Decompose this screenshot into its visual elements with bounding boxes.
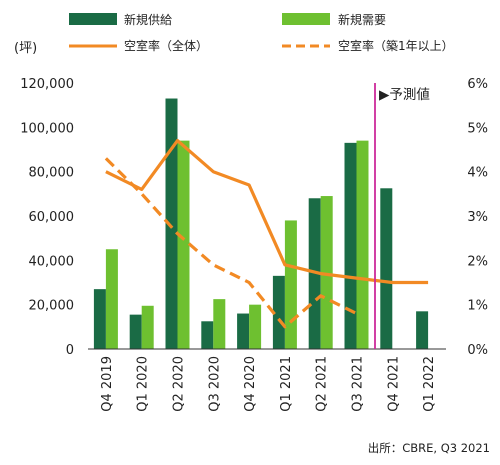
legend-label-demand: 新規需要	[338, 12, 386, 27]
forecast-label: ▶予測値	[379, 87, 430, 103]
right-tick-label: 0%	[467, 343, 488, 358]
right-tick-label: 1%	[467, 299, 488, 314]
left-axis-ticks: 0 20,000 40,000 60,000 80,000 100,000 120,000	[20, 77, 74, 358]
x-tick-label: Q4 2020	[243, 356, 258, 412]
vacancy-1yr-line	[104, 157, 358, 329]
x-tick-label: Q1 2020	[136, 356, 151, 412]
bar-supply	[344, 142, 357, 349]
x-tick-label: Q3 2020	[207, 356, 222, 412]
x-tick-label: Q2 2020	[172, 356, 187, 412]
x-tick-label: Q4 2019	[100, 356, 115, 412]
y-axis-unit-label: (坪)	[14, 41, 37, 56]
legend-label-supply: 新規供給	[124, 12, 172, 27]
bar-demand	[320, 196, 333, 349]
right-tick-label: 3%	[467, 210, 488, 225]
bar-supply	[237, 313, 250, 349]
left-tick-label: 0	[66, 343, 74, 358]
source-note: 出所：CBRE, Q3 2021	[368, 441, 490, 455]
bar-supply	[272, 275, 285, 349]
left-tick-label: 20,000	[29, 299, 75, 314]
right-tick-label: 5%	[467, 121, 488, 136]
right-tick-label: 4%	[467, 166, 488, 181]
x-tick-label: Q1 2021	[279, 356, 294, 412]
bar-demand	[177, 140, 190, 349]
bar-demand	[356, 140, 369, 349]
bar-demand	[141, 305, 154, 349]
legend-label-vacancy-all: 空室率（全体）	[124, 38, 208, 53]
right-axis-ticks: 0% 1% 2% 3% 4% 5% 6%	[467, 77, 488, 358]
bar-supply	[201, 321, 214, 349]
x-axis-ticks: Q4 2019 Q1 2020 Q2 2020 Q3 2020 Q4 2020 Q1 20…	[100, 356, 437, 412]
vacancy-all-line	[105, 139, 429, 285]
left-tick-label: 80,000	[29, 166, 75, 181]
bar-demand	[213, 299, 226, 349]
left-tick-label: 100,000	[20, 121, 74, 136]
legend: 新規供給 新規需要 空室率（全体） 空室率（築1年以上）	[69, 12, 454, 53]
left-tick-label: 60,000	[29, 210, 75, 225]
bars	[93, 98, 429, 350]
x-tick-label: Q2 2021	[315, 356, 330, 412]
bar-demand	[284, 220, 297, 349]
bar-demand	[249, 304, 262, 349]
bar-supply	[129, 314, 142, 349]
bar-supply	[93, 289, 106, 349]
legend-swatch-supply	[69, 13, 117, 25]
x-tick-label: Q4 2021	[386, 356, 401, 412]
vacancy-lines	[104, 139, 429, 329]
left-tick-label: 40,000	[29, 254, 75, 269]
legend-label-vacancy-1yr: 空室率（築1年以上）	[338, 38, 454, 53]
right-tick-label: 2%	[467, 254, 488, 269]
left-tick-label: 120,000	[20, 77, 74, 92]
bar-supply	[165, 98, 178, 350]
bar-demand	[105, 249, 118, 349]
x-tick-label: Q3 2021	[351, 356, 366, 412]
legend-swatch-demand	[282, 13, 330, 25]
bar-supply	[416, 311, 429, 349]
x-tick-label: Q1 2022	[422, 356, 437, 412]
right-tick-label: 6%	[467, 77, 488, 92]
bar-supply	[380, 188, 393, 349]
